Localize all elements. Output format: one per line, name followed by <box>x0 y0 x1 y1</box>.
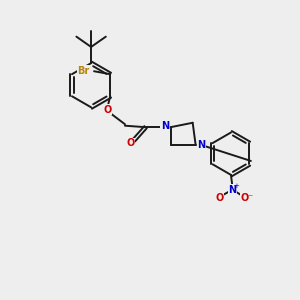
Text: N: N <box>228 184 236 195</box>
Text: O: O <box>127 138 135 148</box>
Text: ⁻: ⁻ <box>248 193 253 203</box>
Text: N: N <box>197 140 205 150</box>
Text: N: N <box>160 121 169 131</box>
Text: O: O <box>241 193 249 203</box>
Text: O: O <box>215 193 223 203</box>
Text: Br: Br <box>77 66 90 76</box>
Text: O: O <box>103 104 111 115</box>
Text: +: + <box>233 183 239 189</box>
